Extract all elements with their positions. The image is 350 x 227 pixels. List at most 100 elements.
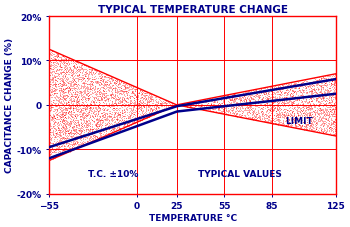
Point xyxy=(290,101,296,104)
Point xyxy=(204,102,210,106)
Point xyxy=(112,111,118,115)
Point xyxy=(92,127,97,131)
Point xyxy=(127,85,132,89)
Point xyxy=(270,121,275,124)
Point xyxy=(229,95,234,99)
Point xyxy=(62,111,67,114)
Point xyxy=(81,81,86,85)
Point xyxy=(300,85,306,89)
Point xyxy=(132,98,137,102)
Point xyxy=(301,95,306,99)
Point xyxy=(55,83,61,86)
Point xyxy=(307,107,313,111)
Point xyxy=(58,104,63,108)
Point xyxy=(61,81,67,84)
Point xyxy=(328,123,334,126)
Point xyxy=(72,104,78,108)
Point xyxy=(315,82,321,86)
Point xyxy=(57,70,63,74)
Point xyxy=(297,109,302,113)
Point xyxy=(65,85,70,89)
Point xyxy=(228,98,233,102)
Point xyxy=(306,111,312,115)
Point xyxy=(267,107,273,111)
Point xyxy=(194,102,200,106)
Point xyxy=(91,78,96,82)
Point xyxy=(234,95,239,99)
Point xyxy=(78,117,84,121)
Point xyxy=(81,116,87,120)
Point xyxy=(268,114,273,117)
Point xyxy=(86,73,91,76)
Point xyxy=(333,104,338,107)
Point xyxy=(261,91,266,95)
Point xyxy=(66,63,72,67)
Point xyxy=(157,101,162,105)
Point xyxy=(80,136,85,140)
Point xyxy=(147,108,153,112)
Point xyxy=(233,106,239,109)
Point xyxy=(97,72,103,76)
Point xyxy=(113,127,118,131)
Point xyxy=(143,103,149,106)
Point xyxy=(260,111,265,114)
Point xyxy=(311,89,316,92)
Point xyxy=(140,118,146,122)
Point xyxy=(328,116,334,120)
Point xyxy=(94,117,99,121)
Point xyxy=(103,84,108,88)
Point xyxy=(79,79,85,83)
Point xyxy=(52,72,58,76)
Point xyxy=(65,114,70,118)
Point xyxy=(74,141,80,144)
Point xyxy=(281,115,287,119)
Point xyxy=(307,96,313,99)
Point xyxy=(328,87,333,91)
Point xyxy=(281,114,287,117)
Point xyxy=(65,89,71,93)
Point xyxy=(121,99,127,102)
Point xyxy=(71,68,76,72)
Point xyxy=(60,71,65,75)
Point xyxy=(224,112,229,116)
Point xyxy=(72,93,78,97)
Point xyxy=(111,101,117,105)
Point xyxy=(309,93,315,96)
Point xyxy=(51,122,56,126)
Point xyxy=(63,86,69,90)
Point xyxy=(50,61,55,65)
Point xyxy=(313,99,319,102)
Point xyxy=(87,86,93,90)
Point xyxy=(62,90,67,94)
Point xyxy=(48,150,54,153)
Point xyxy=(144,100,150,104)
Point xyxy=(51,151,57,154)
Point xyxy=(296,84,302,88)
Point xyxy=(304,128,309,132)
Point xyxy=(266,93,272,97)
Point xyxy=(303,86,309,89)
Point xyxy=(76,88,82,92)
Point xyxy=(83,107,89,110)
Point xyxy=(145,113,151,117)
Point xyxy=(315,89,321,93)
Point xyxy=(62,96,68,100)
Point xyxy=(150,104,155,108)
Point xyxy=(276,84,281,88)
Point xyxy=(148,98,154,101)
Point xyxy=(153,102,158,106)
Point xyxy=(134,103,140,106)
Point xyxy=(237,112,243,116)
Point xyxy=(54,133,59,137)
Point xyxy=(125,86,131,89)
Point xyxy=(99,128,104,131)
Point xyxy=(132,105,137,109)
Point xyxy=(278,113,284,117)
Point xyxy=(94,90,100,94)
Point xyxy=(143,98,148,101)
Point xyxy=(303,81,309,85)
Point xyxy=(231,106,236,110)
Point xyxy=(327,110,333,114)
Point xyxy=(78,143,84,147)
Point xyxy=(238,97,243,101)
